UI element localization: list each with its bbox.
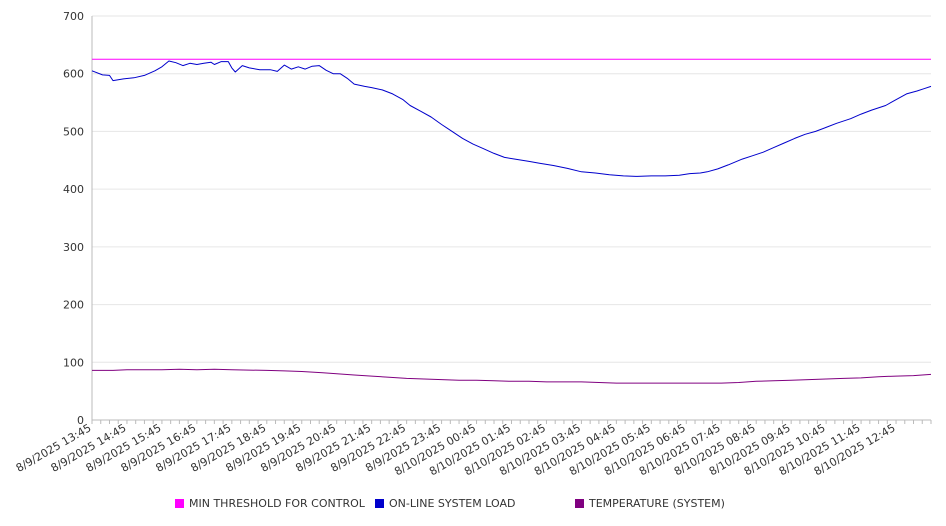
legend-swatch-temperature [575,499,584,508]
series-lines [91,58,932,384]
legend-item-temperature: TEMPERATURE (SYSTEM) [575,497,725,510]
legend-label-system-load: ON-LINE SYSTEM LOAD [389,497,516,510]
y-tick-label: 500 [63,125,84,138]
legend: MIN THRESHOLD FOR CONTROL ON-LINE SYSTEM… [0,497,946,517]
legend-item-threshold: MIN THRESHOLD FOR CONTROL [175,497,365,510]
y-axis-tick-labels: 0 100 200 300 400 500 600 700 [63,10,84,427]
legend-item-system-load: ON-LINE SYSTEM LOAD [375,497,515,510]
y-tick-label: 600 [63,68,84,81]
axes [91,16,932,424]
y-tick-label: 200 [63,299,84,312]
legend-swatch-system-load [375,499,384,508]
y-tick-label: 700 [63,10,84,23]
series-line-temperature [92,368,932,384]
series-line-system-load [91,60,932,177]
legend-swatch-threshold [175,499,184,508]
y-tick-label: 0 [77,414,84,427]
y-tick-label: 100 [63,356,84,369]
legend-label-temperature: TEMPERATURE (SYSTEM) [589,497,725,510]
y-tick-label: 400 [63,183,84,196]
y-tick-label: 300 [63,241,84,254]
legend-label-threshold: MIN THRESHOLD FOR CONTROL [189,497,365,510]
gridlines [92,15,931,421]
x-axis-tick-labels: 8/9/2025 13:458/9/2025 14:458/9/2025 15:… [14,421,898,478]
